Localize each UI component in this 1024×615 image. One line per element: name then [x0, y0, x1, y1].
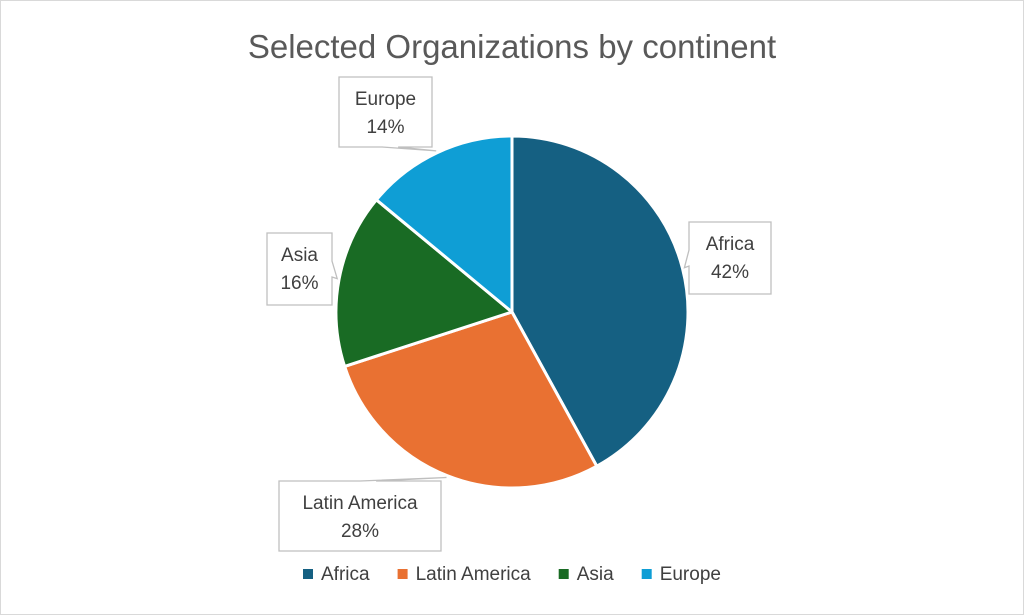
legend-item-asia: Asia — [558, 564, 614, 585]
pie-slice-latin-america — [343, 310, 599, 490]
callout-box — [266, 232, 339, 306]
callout-box — [338, 76, 437, 152]
legend-item-latin-america: Latin America — [397, 564, 532, 585]
data-label-africa: Africa 42% — [683, 221, 772, 295]
data-label-value: 42% — [711, 262, 749, 283]
legend-label: Latin America — [416, 564, 532, 585]
data-label-europe: Europe 14% — [338, 76, 437, 152]
pie-slice-asia — [334, 198, 514, 368]
legend-label: Africa — [321, 564, 370, 585]
legend-label: Asia — [577, 564, 614, 585]
data-label-value: 28% — [341, 521, 379, 542]
data-label-value: 16% — [280, 273, 318, 294]
pie-slice-africa — [510, 134, 690, 468]
data-label-category: Africa — [706, 234, 755, 255]
chart-title: Selected Organizations by continent — [248, 28, 776, 65]
callout-box — [278, 476, 447, 552]
legend-swatch — [397, 569, 408, 579]
legend-swatch — [558, 569, 569, 579]
data-label-callouts: Africa 42% Latin America 28% Asia 16% Europe 14… — [266, 76, 772, 552]
callout-box — [683, 221, 772, 295]
data-label-category: Europe — [355, 89, 416, 110]
legend-label: Europe — [660, 564, 721, 585]
data-label-category: Latin America — [302, 493, 418, 514]
pie-slice-europe — [374, 134, 514, 314]
legend-item-africa: Africa — [303, 564, 370, 585]
data-label-asia: Asia 16% — [266, 232, 339, 306]
data-label-value: 14% — [366, 117, 404, 138]
legend-swatch — [641, 569, 652, 579]
pie-slices — [334, 134, 690, 490]
data-label-latin-america: Latin America 28% — [278, 476, 447, 552]
legend-item-europe: Europe — [641, 564, 721, 585]
data-label-category: Asia — [281, 245, 318, 266]
legend-swatch — [303, 569, 313, 579]
chart-legend: Africa Latin America Asia Europe — [303, 564, 721, 585]
